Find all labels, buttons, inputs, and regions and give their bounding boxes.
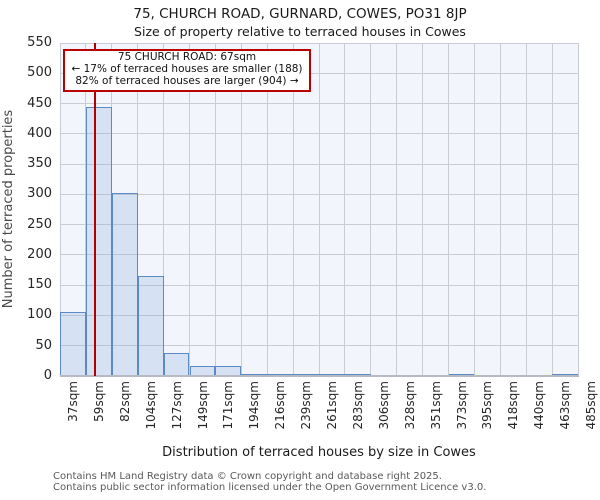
- footer-attribution-line2: Contains public sector information licen…: [53, 482, 487, 493]
- x-axis-label: Distribution of terraced houses by size …: [162, 445, 476, 460]
- property-size-marker-line: [93, 43, 96, 376]
- y-tick-label: 200: [27, 246, 52, 262]
- v-gridline: [137, 43, 139, 376]
- histogram-bar: [111, 192, 138, 376]
- v-gridline: [240, 43, 242, 376]
- v-gridline: [370, 43, 372, 376]
- v-gridline: [499, 43, 501, 376]
- v-gridline: [59, 43, 61, 376]
- y-tick-label: 50: [35, 337, 52, 353]
- footer-attribution-line1: Contains HM Land Registry data © Crown c…: [53, 471, 442, 482]
- v-gridline: [189, 43, 190, 376]
- y-tick-label: 350: [27, 156, 52, 172]
- histogram-bar: [137, 276, 164, 376]
- v-gridline: [577, 43, 579, 376]
- histogram-bar: [163, 352, 190, 376]
- v-gridline: [448, 43, 449, 376]
- y-tick-label: 150: [27, 277, 52, 293]
- v-gridline: [396, 43, 398, 376]
- v-gridline: [318, 43, 320, 376]
- y-tick-label: 450: [27, 95, 52, 111]
- y-tick-label: 400: [27, 125, 52, 141]
- histogram-bar: [85, 106, 112, 376]
- v-gridline: [422, 43, 424, 376]
- v-gridline: [551, 43, 553, 376]
- chart-title: 75, CHURCH ROAD, GURNARD, COWES, PO31 8J…: [133, 6, 467, 22]
- x-axis-line: [60, 375, 579, 377]
- v-gridline: [266, 43, 268, 376]
- v-gridline: [163, 43, 165, 376]
- y-tick-label: 550: [27, 35, 52, 50]
- v-gridline: [344, 43, 346, 376]
- annotation-callout: 75 CHURCH ROAD: 67sqm ← 17% of terraced …: [63, 49, 311, 92]
- y-tick-label: 250: [27, 216, 52, 232]
- annotation-larger-stat: 82% of terraced houses are larger (904) …: [75, 75, 299, 88]
- chart-subtitle: Size of property relative to terraced ho…: [134, 24, 466, 39]
- y-tick-label: 500: [27, 65, 52, 81]
- v-gridline: [525, 43, 527, 376]
- v-gridline: [473, 43, 475, 376]
- y-tick-label: 100: [27, 307, 52, 323]
- y-tick-label: 300: [27, 186, 52, 202]
- v-gridline: [292, 43, 294, 376]
- annotation-smaller-stat: ← 17% of terraced houses are smaller (18…: [71, 63, 303, 76]
- annotation-property-size: 75 CHURCH ROAD: 67sqm: [117, 51, 257, 63]
- histogram-bar: [60, 312, 86, 376]
- y-tick-label: 0: [43, 368, 52, 383]
- v-gridline: [214, 43, 216, 376]
